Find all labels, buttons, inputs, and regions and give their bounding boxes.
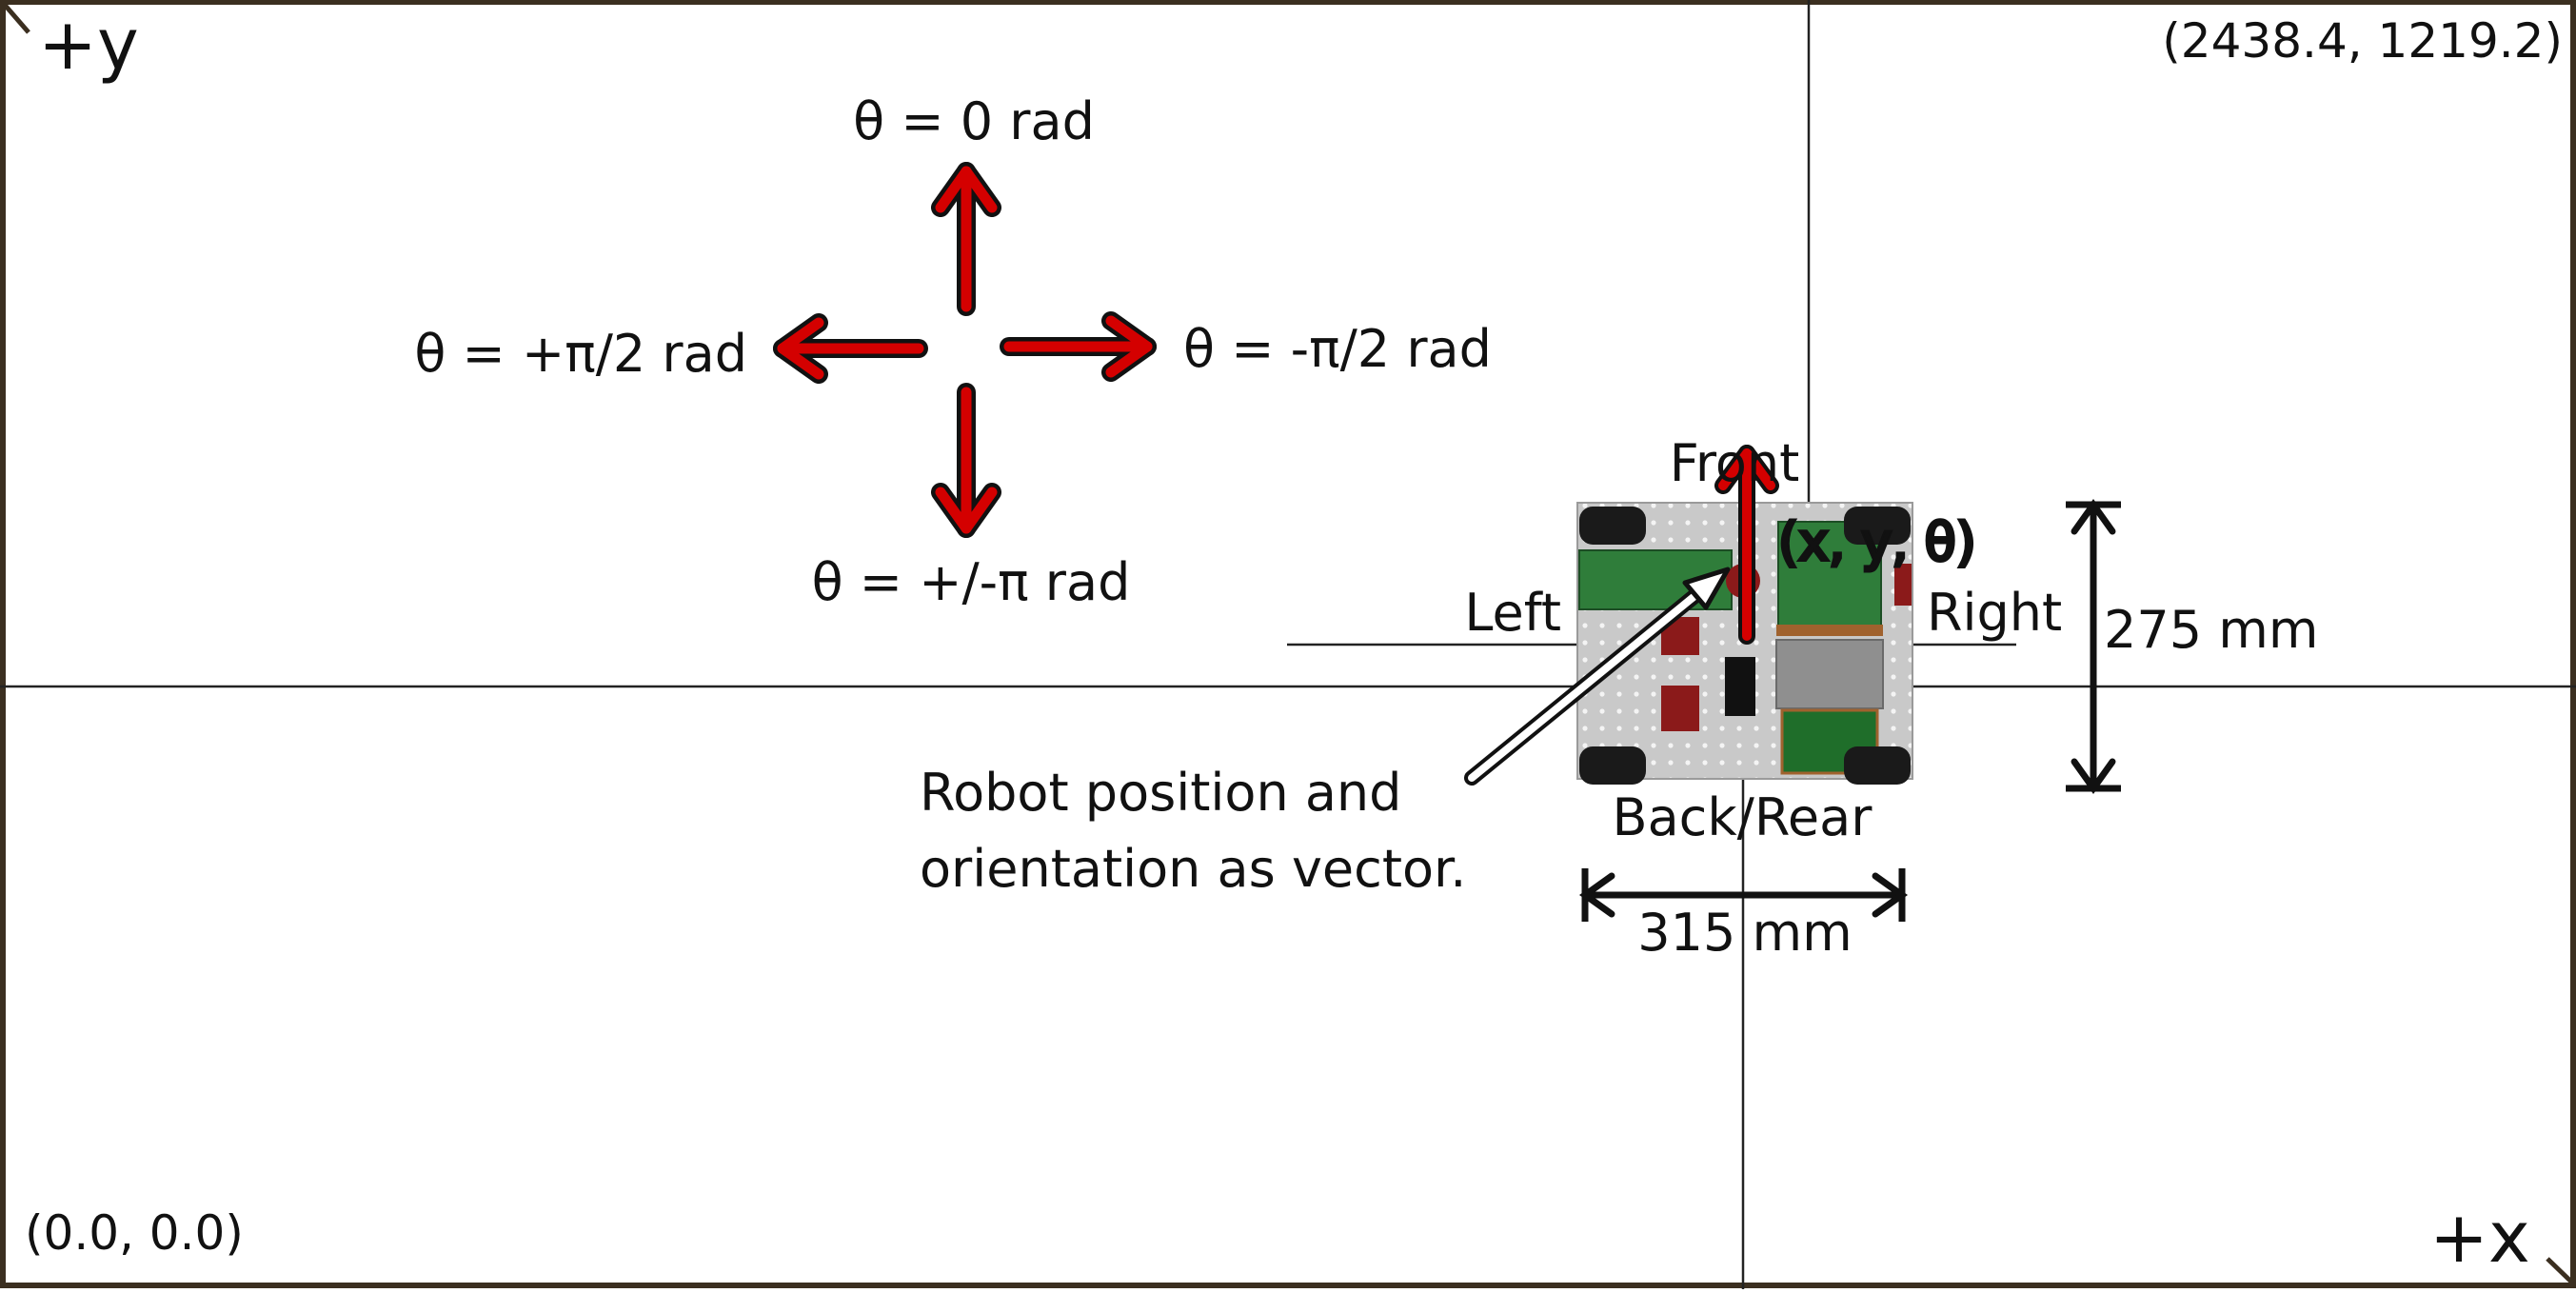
y-axis-label: +y — [38, 4, 139, 86]
arrow-down-icon — [931, 383, 1001, 538]
theta-down-label: θ = +/-π rad — [812, 552, 1131, 612]
arrow-left-icon — [773, 313, 928, 384]
robot-wheel-rear-right — [1844, 746, 1911, 785]
orientation-compass — [773, 162, 1157, 538]
y-axis-tick-icon — [2, 2, 30, 34]
robot-heading-arrow-icon — [1714, 445, 1779, 645]
width-dimension-icon — [1578, 868, 1909, 922]
robot-note-line1: Robot position and — [920, 763, 1401, 823]
robot-note-line2: orientation as vector. — [920, 839, 1466, 899]
robot-wheel-front-right — [1844, 507, 1911, 545]
robot-pose-label: (x, y, θ) — [1778, 512, 1976, 572]
pointer-arrow-icon — [1464, 567, 1731, 786]
robot-left-label: Left — [1464, 583, 1561, 643]
theta-up-label: θ = 0 rad — [853, 91, 1095, 151]
robot-board-strip — [1776, 625, 1883, 636]
height-dimension-label: 275 mm — [2104, 600, 2318, 660]
width-dimension-label: 315 mm — [1637, 903, 1852, 963]
robot-battery — [1775, 639, 1884, 709]
robot-right-label: Right — [1927, 583, 2062, 643]
arrow-right-icon — [1000, 311, 1157, 382]
x-axis-tick-icon — [2546, 1257, 2575, 1285]
theta-left-label: θ = +π/2 rad — [414, 324, 747, 384]
x-axis-label: +x — [2429, 1197, 2530, 1279]
robot-module-2 — [1661, 686, 1699, 731]
robot-module-3 — [1894, 564, 1912, 606]
origin-label: (0.0, 0.0) — [25, 1205, 244, 1261]
theta-right-label: θ = -π/2 rad — [1183, 319, 1492, 379]
arrow-up-icon — [931, 162, 1001, 316]
robot-wheel-rear-left — [1579, 746, 1646, 785]
max-corner-label: (2438.4, 1219.2) — [2162, 13, 2563, 69]
robot-front-label: Front — [1670, 433, 1800, 493]
robot-sensor — [1725, 657, 1755, 716]
height-dimension-icon — [2066, 498, 2121, 795]
robot-back-label: Back/Rear — [1613, 787, 1873, 847]
robot-wheel-front-left — [1579, 507, 1646, 545]
